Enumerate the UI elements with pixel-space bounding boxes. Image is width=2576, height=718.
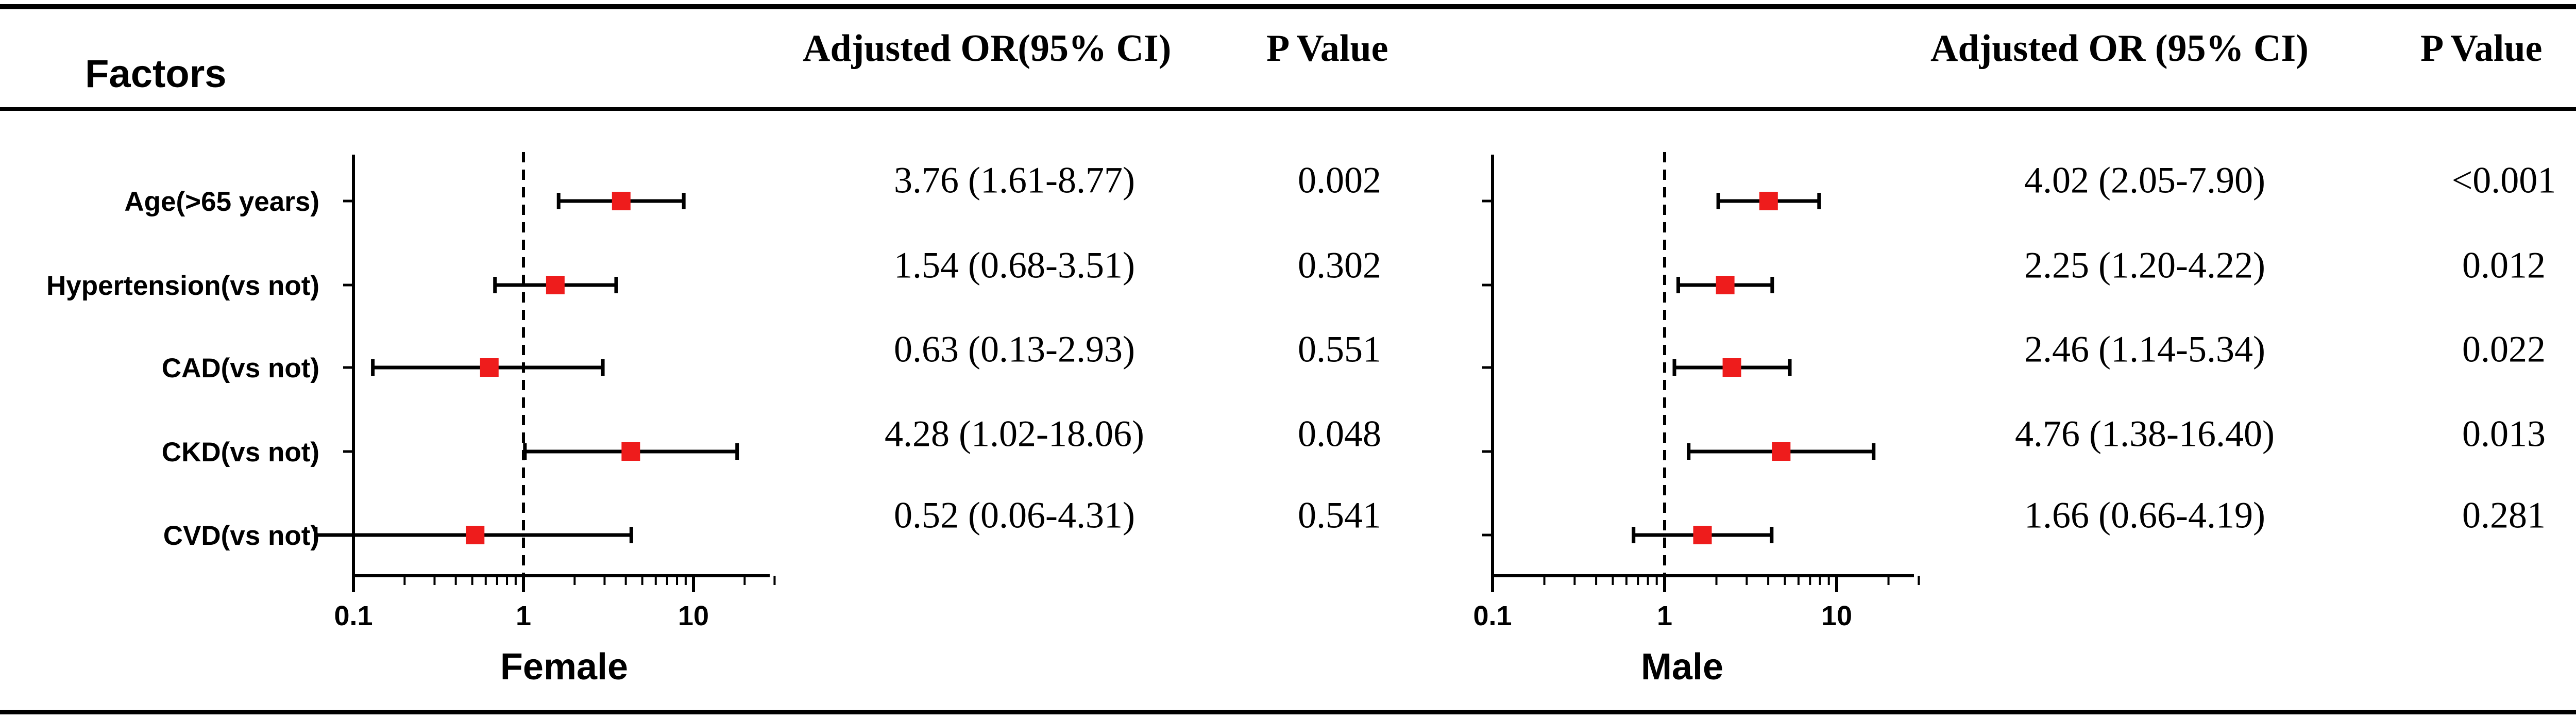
p-value: 0.013 bbox=[2462, 413, 2546, 455]
x-tick-label: 1 bbox=[516, 600, 531, 631]
or-ci-value: 0.52 (0.06-4.31) bbox=[894, 494, 1135, 536]
or-ci-value: 4.28 (1.02-18.06) bbox=[885, 413, 1144, 455]
x-axis-label: Female bbox=[500, 646, 628, 688]
or-ci-value: 1.54 (0.68-3.51) bbox=[894, 244, 1135, 286]
or-marker bbox=[1722, 358, 1741, 377]
bottom-rule bbox=[0, 710, 2576, 714]
or-marker bbox=[621, 442, 640, 461]
p-value: 0.541 bbox=[1298, 494, 1381, 536]
x-tick-label: 0.1 bbox=[1473, 600, 1512, 631]
x-tick-label: 10 bbox=[1821, 600, 1852, 631]
or-ci-value: 0.63 (0.13-2.93) bbox=[894, 328, 1135, 370]
or-ci-value: 1.66 (0.66-4.19) bbox=[2024, 494, 2265, 536]
or-marker bbox=[1693, 526, 1712, 544]
or-marker bbox=[1716, 276, 1735, 294]
p-value: 0.012 bbox=[2462, 244, 2546, 286]
or-ci-value: 2.25 (1.20-4.22) bbox=[2024, 244, 2265, 286]
or-marker bbox=[1759, 192, 1778, 210]
or-marker bbox=[612, 192, 631, 210]
x-tick-label: 0.1 bbox=[334, 600, 372, 631]
or-marker bbox=[546, 276, 565, 294]
or-ci-value: 4.02 (2.05-7.90) bbox=[2024, 159, 2265, 201]
or-ci-value: 4.76 (1.38-16.40) bbox=[2015, 413, 2275, 455]
p-value: 0.551 bbox=[1298, 328, 1381, 370]
x-tick-label: 10 bbox=[678, 600, 709, 631]
top-rule bbox=[0, 4, 2576, 9]
male-or-header: Adjusted OR (95% CI) bbox=[1930, 27, 2309, 70]
x-tick-label: 1 bbox=[1657, 600, 1672, 631]
category-label: Hypertension(vs not) bbox=[46, 271, 319, 301]
x-axis-label: Male bbox=[1641, 646, 1723, 688]
category-label: CKD(vs not) bbox=[162, 437, 319, 467]
category-label: CAD(vs not) bbox=[162, 353, 319, 383]
p-value: 0.002 bbox=[1298, 159, 1381, 201]
p-value: 0.281 bbox=[2462, 494, 2546, 536]
or-ci-value: 2.46 (1.14-5.34) bbox=[2024, 328, 2265, 370]
category-label: CVD(vs not) bbox=[163, 521, 319, 551]
p-value: 0.022 bbox=[2462, 328, 2546, 370]
or-marker bbox=[466, 526, 485, 544]
category-label: Age(>65 years) bbox=[124, 187, 319, 217]
or-marker bbox=[480, 358, 499, 377]
p-value: 0.302 bbox=[1298, 244, 1381, 286]
header-rule bbox=[0, 107, 2576, 111]
male-p-header: P Value bbox=[2420, 27, 2543, 70]
p-value: 0.048 bbox=[1298, 413, 1381, 455]
or-ci-value: 3.76 (1.61-8.77) bbox=[894, 159, 1135, 201]
female-p-header: P Value bbox=[1266, 27, 1388, 70]
or-marker bbox=[1772, 442, 1791, 461]
p-value: <0.001 bbox=[2451, 159, 2556, 201]
factors-header: Factors bbox=[85, 52, 227, 96]
female-or-header: Adjusted OR(95% CI) bbox=[803, 27, 1172, 70]
